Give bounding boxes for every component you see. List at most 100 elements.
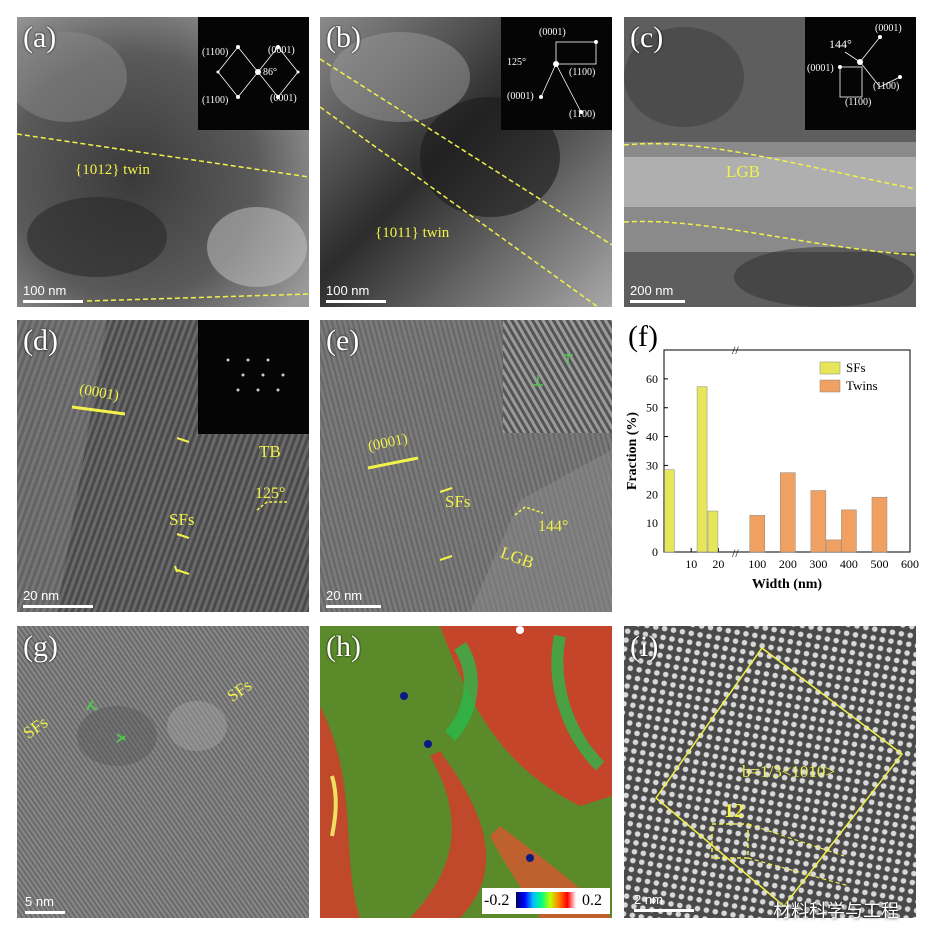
circuit-label: 12: [724, 800, 744, 822]
panel-label: (c): [630, 21, 664, 54]
scale-bar: 100 nm: [326, 283, 386, 303]
diffraction-inset: (0001) (0001) (1100) (1100) 144°: [805, 17, 916, 130]
panel-label: (g): [23, 630, 58, 663]
panel-label: (i): [630, 630, 659, 663]
panel-f-chart: (f) // // 0 10 20 30 40 50 60 10 20 100 200 300 400 500 6…: [622, 316, 924, 612]
panel-label: (a): [23, 21, 57, 54]
bar-sfs: [707, 510, 719, 553]
panel-e-hrtem: (e) (0001) SFs LGB 144° 20 nm: [320, 320, 612, 612]
panel-c-tem: (c) LGB (0001) (0001) (1100) (1100) 144°…: [624, 17, 916, 307]
panel-label: (d): [23, 324, 58, 357]
scale-bar: 5 nm: [25, 894, 65, 914]
scale-text: 2 nm: [634, 892, 663, 907]
y-axis-label: Fraction (%): [625, 412, 640, 490]
panel-label: (b): [326, 21, 361, 54]
sfs-label: SFs: [445, 492, 471, 511]
scale-text: 100 nm: [326, 283, 370, 298]
scale-text: 200 nm: [630, 283, 674, 298]
bar-twins: [841, 509, 857, 553]
bar-sfs: [664, 469, 675, 553]
hrtem-image-i: [624, 626, 916, 918]
scale-text: 100 nm: [23, 283, 67, 298]
bar-twins: [749, 515, 766, 553]
watermark: 材料科学与工程: [773, 901, 899, 922]
panel-label: (e): [326, 324, 360, 357]
y-tick-label: 0: [652, 545, 658, 559]
ifft-inset: [503, 320, 612, 433]
panel-g-hrtem: (g) SFs SFs 5 nm: [17, 626, 309, 918]
spot-label: (1100): [569, 109, 596, 120]
y-tick-label: 20: [646, 487, 658, 501]
diffraction-inset: (0001) (1100) (0001) (1100) 125°: [501, 17, 612, 130]
axis-break-top: //: [732, 343, 739, 357]
panel-i-hrtem: (i) b=1/3<1010> 12 2 nm: [624, 626, 916, 918]
colorbar-min: -0.2: [484, 892, 510, 909]
strain-map: [320, 626, 612, 918]
angle-label: 144°: [829, 37, 852, 51]
x-tick-label: 200: [779, 557, 797, 571]
legend-label: Twins: [846, 378, 878, 393]
spot-label: (0001): [270, 93, 297, 104]
y-tick-label: 50: [646, 401, 658, 415]
bar-twins: [871, 496, 888, 553]
width-distribution-chart: (f) // // 0 10 20 30 40 50 60 10 20 100 200 300 400 500 6…: [625, 320, 919, 592]
x-tick-label: 500: [870, 557, 888, 571]
diffraction-inset: (1100) (0001) (1100) (0001) 86°: [198, 17, 309, 130]
colorbar-max: 0.2: [582, 892, 602, 909]
scale-bar: 2 nm: [634, 892, 694, 912]
bar-twins: [825, 539, 842, 553]
x-tick-label: 600: [901, 557, 919, 571]
tb-label: TB: [259, 442, 281, 461]
twin-label: {1012} twin: [75, 162, 150, 178]
scale-bar: 200 nm: [630, 283, 685, 303]
axis-break-bottom: //: [732, 546, 739, 560]
angle-label: 125°: [255, 485, 286, 502]
spot-label: (0001): [268, 45, 295, 56]
spot-label: (1100): [845, 97, 872, 108]
bar-twins: [780, 472, 796, 553]
spot-label: (0001): [507, 91, 534, 102]
x-tick-label: 100: [748, 557, 766, 571]
colorbar: -0.2 0.2: [482, 888, 610, 914]
x-tick-label: 400: [840, 557, 858, 571]
spot-label: (1100): [202, 47, 229, 58]
bar-sfs: [696, 386, 708, 553]
panel-h-strain-map: (h) -0.2 0.2: [320, 626, 612, 918]
spot-label: (1100): [569, 67, 596, 78]
legend-swatch: [819, 379, 841, 393]
legend-label: SFs: [846, 360, 866, 375]
x-tick-label: 20: [712, 557, 724, 571]
spot-label: (0001): [807, 63, 834, 74]
tem-image-c: [624, 17, 916, 307]
panel-d-hrtem: (d) (0001) TB SFs 125° 20 nm: [17, 320, 309, 612]
angle-label: 144°: [538, 518, 569, 535]
scale-bar: 20 nm: [326, 588, 381, 608]
scale-bar: 100 nm: [23, 283, 83, 303]
y-tick-label: 60: [646, 372, 658, 386]
spot-label: (0001): [875, 23, 902, 34]
sfs-label: SFs: [169, 510, 195, 529]
fft-inset: [198, 320, 309, 434]
angle-label: 86°: [263, 67, 277, 78]
panel-a-tem: (a) {1012} twin (1100) (0001) (1100) (00…: [17, 17, 309, 307]
burgers-vector-label: b=1/3<1010>: [742, 762, 835, 781]
scale-text: 20 nm: [326, 588, 363, 603]
y-tick-label: 10: [646, 516, 658, 530]
y-tick-label: 30: [646, 458, 658, 472]
x-tick-label: 10: [685, 557, 697, 571]
legend-swatch: [819, 361, 841, 375]
twin-label: {1011} twin: [375, 225, 450, 241]
panel-label: (h): [326, 630, 361, 663]
lgb-label: LGB: [726, 162, 760, 181]
panel-label: (f): [628, 320, 658, 353]
scale-text: 20 nm: [23, 588, 60, 603]
hrtem-image-g: [17, 626, 309, 918]
spot-label: (0001): [539, 27, 566, 38]
spot-label: (1100): [202, 95, 229, 106]
x-tick-label: 300: [809, 557, 827, 571]
angle-label: 125°: [507, 57, 526, 68]
scale-text: 5 nm: [25, 894, 54, 909]
y-tick-label: 40: [646, 430, 658, 444]
scale-bar: 20 nm: [23, 588, 93, 608]
x-axis-label: Width (nm): [752, 577, 822, 592]
